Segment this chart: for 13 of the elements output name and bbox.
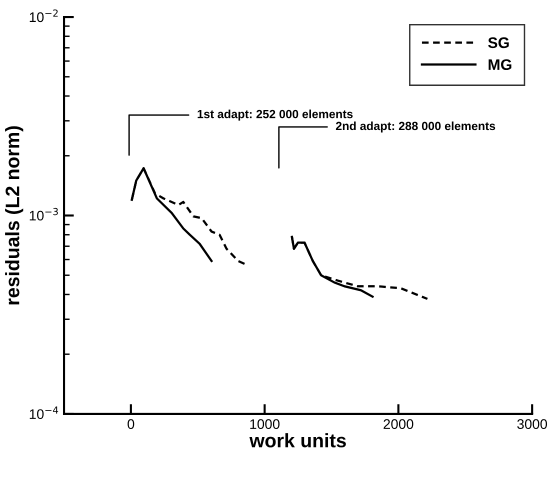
annotation: 1st adapt: 252 000 elements <box>198 110 353 121</box>
x-tick-label: 0 <box>128 419 134 430</box>
y-tick-label: 10$^{−4}$ <box>30 406 58 420</box>
x-axis-title: work units <box>249 433 346 448</box>
legend-label: SG <box>488 37 509 48</box>
x-tick-label: 3000 <box>517 419 548 430</box>
x-tick-label: 2000 <box>384 419 414 430</box>
y-tick-label: 10$^{−3}$ <box>30 208 58 221</box>
annotation: 2nd adapt: 288 000 elements <box>336 121 496 132</box>
y-tick-label: 10$^{−2}$ <box>30 9 58 22</box>
legend-label: MG <box>488 59 512 70</box>
y-axis-title: residuals (L2 norm) <box>5 126 24 304</box>
x-tick-label: 1000 <box>250 419 280 430</box>
